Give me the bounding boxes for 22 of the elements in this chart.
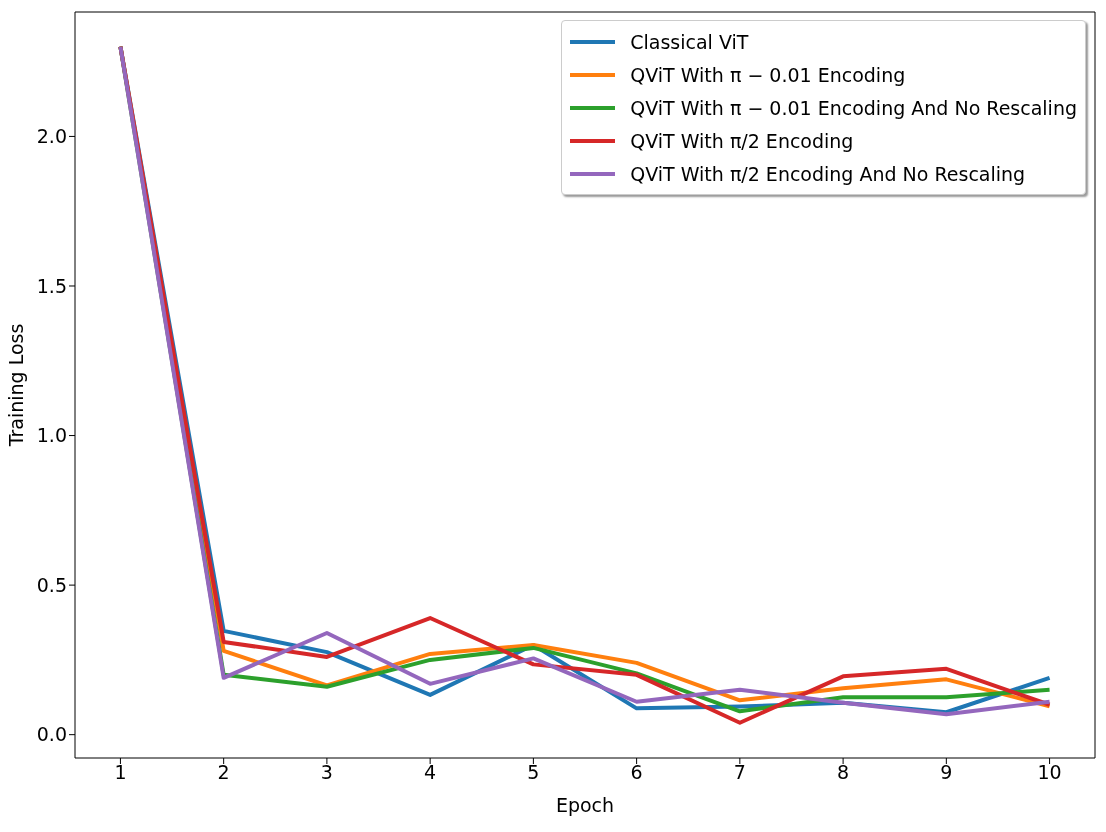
x-tick-label: 4 xyxy=(424,761,437,784)
x-tick-label: 7 xyxy=(733,761,746,784)
y-tick-label: 1.5 xyxy=(36,274,67,297)
y-tick-label: 0.0 xyxy=(36,723,67,746)
y-tick-label: 2.0 xyxy=(36,125,67,148)
y-tick-label: 1.0 xyxy=(36,424,67,447)
x-tick-label: 10 xyxy=(1037,761,1062,784)
x-tick-label: 1 xyxy=(114,761,127,784)
legend-label: Classical ViT xyxy=(630,30,749,53)
y-axis-title: Training Loss xyxy=(4,323,27,448)
legend-label: QViT With π/2 Encoding And No Rescaling xyxy=(630,162,1026,185)
legend-label: QViT With π/2 Encoding xyxy=(630,129,854,152)
x-tick-label: 2 xyxy=(217,761,230,784)
x-tick-label: 9 xyxy=(940,761,953,784)
x-tick-label: 3 xyxy=(320,761,333,784)
x-tick-label: 8 xyxy=(837,761,850,784)
x-axis-title: Epoch xyxy=(555,794,615,816)
x-tick-label: 5 xyxy=(527,761,540,784)
y-tick-label: 0.5 xyxy=(36,573,67,596)
legend-label: QViT With π − 0.01 Encoding xyxy=(630,63,906,86)
x-tick-label: 6 xyxy=(630,761,643,784)
legend-label: QViT With π − 0.01 Encoding And No Rescaling xyxy=(630,96,1077,119)
